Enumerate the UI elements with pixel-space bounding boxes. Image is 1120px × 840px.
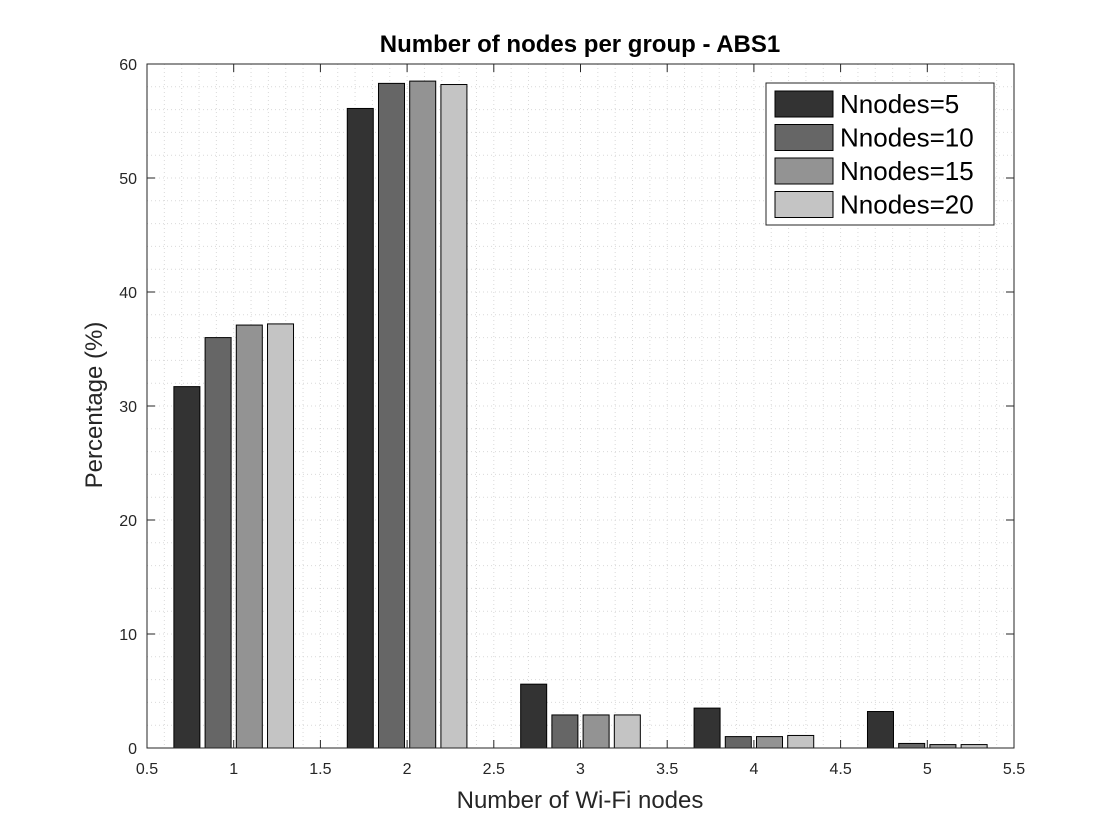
y-axis-label: Percentage (%): [81, 322, 108, 489]
x-tick-label: 1.5: [309, 761, 331, 778]
bar-nnodes-15-x1: [235, 324, 263, 749]
x-axis-label: Number of Wi-Fi nodes: [457, 787, 704, 814]
x-tick-label: 0.5: [136, 761, 158, 778]
x-tick-label: 2: [403, 761, 412, 778]
x-tick-label: 3: [576, 761, 585, 778]
x-tick-label: 4.5: [829, 761, 851, 778]
bar-nnodes-20-x5: [960, 744, 988, 749]
y-tick-label: 30: [119, 399, 137, 416]
bar-nnodes-5-x3: [520, 683, 548, 749]
legend-swatch: [774, 191, 834, 218]
bar-nnodes-20-x4: [787, 734, 815, 749]
bar-nnodes-20-x3: [613, 714, 641, 749]
legend-label: Nnodes=5: [840, 89, 959, 119]
legend-label: Nnodes=10: [840, 123, 974, 153]
bar-nnodes-15-x4: [756, 736, 784, 749]
x-tick-label: 3.5: [656, 761, 678, 778]
bar-nnodes-5-x2: [346, 107, 374, 749]
bar-nnodes-20-x2: [440, 84, 468, 749]
legend-swatch: [774, 90, 834, 118]
legend-label: Nnodes=20: [840, 190, 974, 220]
bar-nnodes-15-x2: [409, 80, 437, 749]
legend-swatch: [774, 157, 834, 185]
y-tick-label: 20: [119, 513, 137, 530]
y-tick-label: 40: [119, 285, 137, 302]
bar-nnodes-10-x3: [551, 714, 579, 749]
bar-nnodes-10-x4: [724, 736, 752, 749]
chart-title: Number of nodes per group - ABS1: [380, 31, 780, 58]
x-tick-label: 5.5: [1003, 761, 1025, 778]
x-tick-label: 4: [749, 761, 758, 778]
bar-nnodes-10-x5: [898, 742, 926, 749]
legend-swatch: [774, 124, 834, 151]
y-tick-label: 10: [119, 627, 137, 644]
bar-nnodes-5-x4: [693, 707, 721, 749]
y-tick-label: 0: [128, 741, 137, 758]
bars-group: [173, 80, 988, 749]
bar-nnodes-15-x3: [582, 714, 610, 749]
bar-nnodes-10-x1: [204, 337, 232, 749]
y-tick-label: 50: [119, 171, 137, 188]
axis-ticks: 0.5 1 1.5 2 2.5 3 3.5 4 4.5 5 5.5 0 10 20 30 40 50 60: [119, 57, 1025, 778]
legend-label: Nnodes=15: [840, 156, 974, 186]
x-tick-label: 1: [229, 761, 238, 778]
bar-nnodes-15-x5: [929, 744, 957, 749]
bar-nnodes-10-x2: [377, 82, 405, 749]
x-tick-label: 5: [923, 761, 932, 778]
x-tick-label: 2.5: [483, 761, 505, 778]
bar-nnodes-20-x1: [267, 323, 295, 749]
bar-nnodes-5-x5: [866, 711, 894, 749]
bar-nnodes-5-x1: [173, 386, 201, 749]
y-tick-label: 60: [119, 57, 137, 74]
